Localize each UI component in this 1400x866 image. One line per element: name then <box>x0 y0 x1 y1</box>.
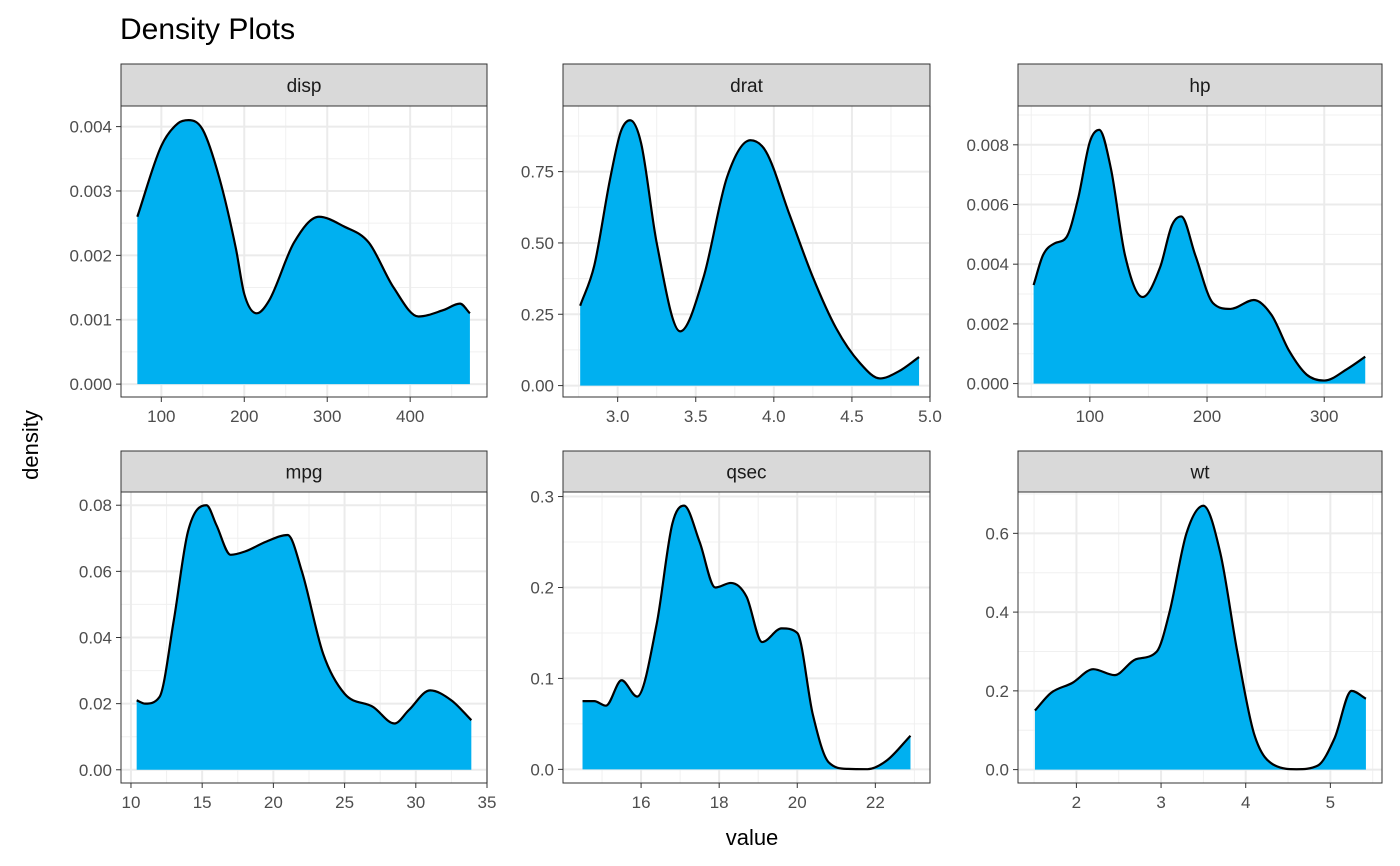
x-tick-label: 300 <box>313 407 341 426</box>
x-tick-label: 3.5 <box>684 407 708 426</box>
x-tick-label: 5.0 <box>918 407 942 426</box>
y-tick-label: 0.002 <box>966 315 1009 334</box>
x-tick-label: 18 <box>710 793 729 812</box>
x-tick-label: 30 <box>406 793 425 812</box>
x-tick-label: 300 <box>1310 407 1338 426</box>
x-tick-label: 20 <box>788 793 807 812</box>
y-axis-label: density <box>18 410 43 480</box>
strip-wt <box>1017 450 1383 493</box>
y-tick-label: 0.6 <box>985 524 1009 543</box>
strip-label-disp: disp <box>287 76 322 97</box>
y-tick-label: 0.04 <box>79 629 112 648</box>
y-tick-label: 0.50 <box>521 234 554 253</box>
y-tick-label: 0.00 <box>79 761 112 780</box>
panel-qsec: qsec 0.0 0.1 0.2 0.3 16 18 20 22 <box>530 450 931 812</box>
x-tick-label: 15 <box>193 793 212 812</box>
density-line-qsec <box>582 504 912 771</box>
panel-border <box>1017 105 1383 398</box>
panel-drat: drat 0.00 0.25 0.50 0.75 3.0 3.5 4.0 4.5 5.0 <box>521 63 942 426</box>
y-tick-label: 0.008 <box>966 136 1009 155</box>
panel-disp: disp 0.000 0.001 0.002 0.003 0.004 100 200 300 40… <box>69 63 488 426</box>
density-line-drat <box>579 119 920 380</box>
y-tick-label: 0.000 <box>69 375 112 394</box>
x-tick-label: 16 <box>632 793 651 812</box>
chart-title: Density Plots <box>120 13 295 46</box>
strip-mpg <box>120 450 488 493</box>
x-tick-label: 100 <box>147 407 175 426</box>
strip-label-qsec: qsec <box>726 463 766 484</box>
density-line-wt <box>1034 504 1367 771</box>
strip-disp <box>120 63 488 107</box>
x-axis-label: value <box>726 825 779 850</box>
y-tick-label: 0.75 <box>521 163 554 182</box>
y-tick-label: 0.4 <box>985 603 1009 622</box>
x-tick-label: 20 <box>264 793 283 812</box>
x-tick-label: 25 <box>335 793 354 812</box>
density-area-hp <box>1033 129 1366 384</box>
x-tick-label: 4 <box>1241 793 1250 812</box>
panel-border <box>562 491 931 784</box>
strip-label-mpg: mpg <box>286 463 323 484</box>
strip-label-hp: hp <box>1189 76 1210 97</box>
y-tick-label: 0.002 <box>69 246 112 265</box>
x-tick-label: 3 <box>1156 793 1165 812</box>
y-tick-label: 0.006 <box>966 195 1009 214</box>
density-area-qsec <box>582 505 911 770</box>
x-tick-label: 200 <box>1193 407 1221 426</box>
strip-label-drat: drat <box>730 76 763 97</box>
x-tick-label: 400 <box>396 407 424 426</box>
y-tick-label: 0.08 <box>79 496 112 515</box>
x-tick-label: 2 <box>1072 793 1081 812</box>
x-tick-label: 5 <box>1326 793 1335 812</box>
y-tick-label: 0.1 <box>530 669 554 688</box>
x-tick-label: 4.0 <box>762 407 786 426</box>
strip-label-wt: wt <box>1190 463 1211 484</box>
density-area-wt <box>1034 505 1366 770</box>
panel-mpg: mpg 0.00 0.02 0.04 0.06 0.08 10 15 20 25 30 35 <box>79 450 497 812</box>
y-tick-label: 0.001 <box>69 311 112 330</box>
y-tick-label: 0.06 <box>79 562 112 581</box>
strip-drat <box>562 63 931 107</box>
x-tick-label: 100 <box>1076 407 1104 426</box>
y-tick-label: 0.00 <box>521 377 554 396</box>
panel-border <box>120 105 488 398</box>
density-line-mpg <box>136 504 473 725</box>
y-tick-label: 0.0 <box>985 761 1009 780</box>
panel-border <box>1017 491 1383 784</box>
y-tick-label: 0.2 <box>985 682 1009 701</box>
y-tick-label: 0.25 <box>521 305 554 324</box>
y-tick-label: 0.02 <box>79 695 112 714</box>
y-tick-label: 0.003 <box>69 182 112 201</box>
strip-qsec <box>562 450 931 493</box>
density-area-mpg <box>136 505 472 770</box>
density-line-disp <box>136 119 471 318</box>
x-tick-label: 3.0 <box>606 407 630 426</box>
y-tick-label: 0.004 <box>69 118 112 137</box>
panel-hp: hp 0.000 0.002 0.004 0.006 0.008 100 200 300 <box>966 63 1383 426</box>
density-area-drat <box>580 120 920 386</box>
y-tick-label: 0.000 <box>966 375 1009 394</box>
y-tick-label: 0.2 <box>530 578 554 597</box>
panel-wt: wt 0.0 0.2 0.4 0.6 2 3 4 5 <box>985 450 1383 812</box>
density-line-hp <box>1032 128 1366 382</box>
y-tick-label: 0.004 <box>966 255 1009 274</box>
x-tick-label: 4.5 <box>840 407 864 426</box>
x-tick-label: 35 <box>478 793 497 812</box>
y-tick-label: 0.3 <box>530 488 554 507</box>
x-tick-label: 200 <box>230 407 258 426</box>
strip-hp <box>1017 63 1383 107</box>
x-tick-label: 10 <box>122 793 141 812</box>
panel-border <box>562 105 931 398</box>
x-tick-label: 22 <box>866 793 885 812</box>
y-tick-label: 0.0 <box>530 760 554 779</box>
